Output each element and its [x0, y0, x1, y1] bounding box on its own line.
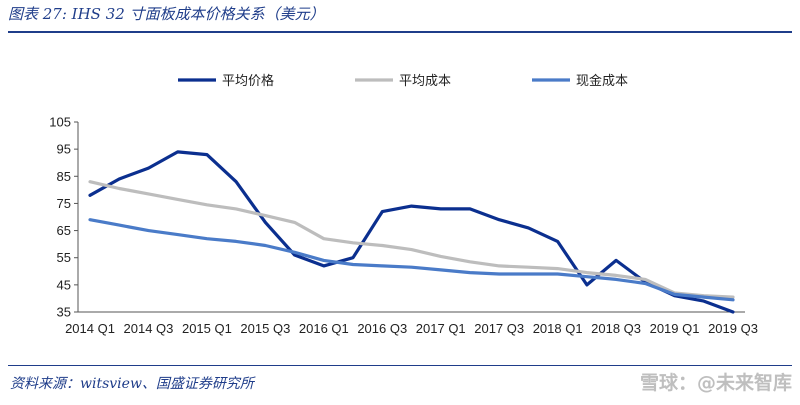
- legend-label-1: 平均价格: [222, 73, 274, 89]
- x-tick-label: 2015 Q1: [182, 321, 232, 336]
- figure-caption: 图表 27: IHS 32 寸面板成本价格关系（美元）: [8, 5, 325, 23]
- x-tick-label: 2014 Q3: [124, 321, 174, 336]
- x-tick-label: 2014 Q1: [65, 321, 115, 336]
- x-tick-label: 2017 Q1: [416, 321, 466, 336]
- y-tick-label: 75: [57, 196, 71, 211]
- x-tick-label: 2016 Q1: [299, 321, 349, 336]
- x-tick-label: 2017 Q3: [474, 321, 524, 336]
- y-tick-label: 95: [57, 142, 71, 157]
- x-tick-label: 2018 Q3: [591, 321, 641, 336]
- x-tick-label: 2019 Q3: [708, 321, 758, 336]
- axes: 35 45 55 65 75 85 95 105 2014 Q1 2014 Q3 2015 Q1 20…: [49, 115, 758, 337]
- y-tick-label: 35: [57, 305, 71, 320]
- y-tick-label: 105: [49, 115, 71, 130]
- source-rule: [8, 365, 792, 366]
- y-tick-label: 45: [57, 277, 71, 292]
- legend-label-2: 平均成本: [399, 74, 451, 89]
- legend: 平均价格 平均成本 现金成本: [178, 73, 628, 89]
- y-tick-label: 65: [57, 223, 71, 238]
- series-line-2: [88, 180, 735, 299]
- source-note: 资料来源：witsview、国盛证券研究所: [10, 376, 254, 392]
- series-line-1: [88, 150, 735, 314]
- x-tick-label: 2016 Q3: [357, 321, 407, 336]
- watermark: 雪球：@未来智库: [639, 372, 792, 394]
- x-tick-label: 2018 Q1: [533, 321, 583, 336]
- x-tick-label: 2019 Q1: [650, 321, 700, 336]
- y-tick-label: 55: [57, 250, 71, 265]
- series-lines: [88, 150, 735, 314]
- legend-label-3: 现金成本: [576, 73, 628, 89]
- x-tick-label: 2015 Q3: [240, 321, 290, 336]
- series-line-3: [88, 218, 735, 302]
- y-tick-label: 85: [57, 169, 71, 184]
- caption-rule: [8, 31, 792, 33]
